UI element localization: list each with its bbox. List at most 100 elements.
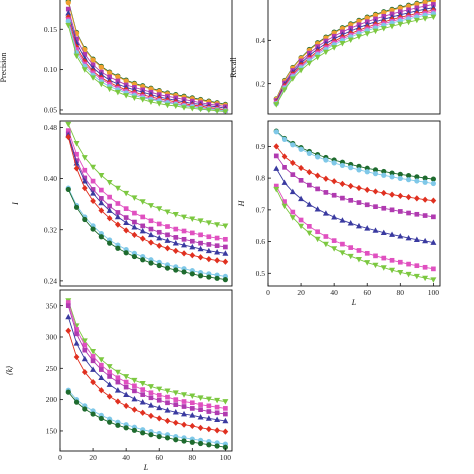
- data-point: [98, 71, 105, 77]
- data-point: [90, 358, 96, 364]
- data-point: [189, 243, 196, 250]
- data-point: [281, 153, 288, 160]
- data-point: [413, 273, 420, 280]
- data-point: [156, 101, 163, 107]
- data-point: [198, 402, 203, 407]
- data-point: [289, 188, 296, 195]
- x-tick-label: 0: [58, 453, 62, 462]
- data-point: [355, 257, 362, 263]
- data-point: [222, 223, 229, 230]
- data-point: [115, 74, 121, 80]
- series-4: [65, 131, 229, 256]
- data-point: [99, 196, 104, 201]
- data-point: [82, 51, 88, 57]
- data-point: [281, 87, 288, 93]
- data-point: [431, 266, 436, 272]
- data-point: [189, 106, 196, 112]
- y-tick-label: 0.48: [44, 123, 57, 132]
- data-point: [156, 415, 163, 422]
- data-point: [90, 75, 97, 81]
- series-2: [65, 128, 228, 242]
- data-point: [290, 209, 296, 215]
- data-point: [139, 227, 146, 234]
- data-point: [206, 409, 212, 414]
- plot-area: [65, 121, 229, 283]
- data-point: [397, 233, 404, 239]
- data-point: [148, 226, 154, 232]
- data-point: [223, 244, 228, 250]
- data-point: [164, 407, 171, 413]
- series-5: [65, 327, 229, 435]
- data-point: [413, 236, 420, 243]
- series-7: [65, 186, 228, 283]
- data-point: [82, 216, 88, 223]
- data-point: [65, 186, 71, 193]
- data-point: [197, 218, 204, 224]
- data-point: [74, 327, 79, 332]
- x-tick-label: 100: [428, 288, 440, 297]
- y-tick-label: 0.9: [256, 142, 266, 151]
- data-point: [147, 203, 154, 209]
- plot-area: [273, 128, 437, 283]
- data-point: [81, 67, 88, 73]
- data-point: [364, 186, 371, 193]
- data-point: [82, 175, 88, 181]
- data-point: [115, 375, 121, 381]
- data-point: [173, 402, 179, 407]
- data-point: [364, 169, 370, 175]
- data-point: [173, 235, 179, 240]
- y-axis-label: ⟨k⟩: [5, 366, 14, 376]
- series-6: [273, 183, 436, 272]
- data-point: [165, 394, 170, 400]
- data-point: [131, 231, 138, 238]
- data-point: [405, 234, 412, 241]
- data-point: [164, 245, 171, 252]
- data-point: [139, 381, 146, 387]
- data-point: [430, 197, 437, 204]
- data-point: [156, 242, 163, 249]
- data-point: [364, 15, 370, 21]
- data-point: [389, 231, 396, 237]
- data-point: [355, 34, 362, 40]
- data-point: [397, 175, 403, 182]
- y-tick-label: 0.05: [44, 106, 57, 115]
- data-point: [430, 239, 437, 245]
- data-point: [206, 234, 212, 240]
- data-point: [422, 237, 429, 244]
- series-line: [67, 130, 226, 240]
- y-tick-label: 0.24: [44, 276, 57, 285]
- data-point: [405, 271, 412, 278]
- data-point: [181, 410, 188, 417]
- data-point: [73, 353, 80, 361]
- data-point: [405, 172, 412, 179]
- data-point: [339, 217, 346, 223]
- data-point: [140, 430, 146, 436]
- data-point: [397, 209, 403, 214]
- data-point: [107, 374, 112, 379]
- data-point: [98, 199, 105, 206]
- data-point: [340, 241, 345, 247]
- data-point: [123, 227, 130, 234]
- series-7: [273, 186, 437, 283]
- data-point: [81, 155, 88, 161]
- data-point: [106, 86, 113, 93]
- data-point: [65, 121, 72, 128]
- data-point: [98, 173, 105, 179]
- data-point: [74, 331, 79, 337]
- data-point: [98, 234, 104, 240]
- data-point: [197, 245, 204, 252]
- data-point: [323, 175, 329, 182]
- series-2: [65, 0, 228, 108]
- data-point: [381, 168, 387, 175]
- series-2: [273, 129, 436, 187]
- data-point: [356, 200, 362, 205]
- y-tick-label: 0.7: [256, 205, 266, 214]
- data-point: [206, 403, 212, 409]
- data-point: [205, 247, 212, 254]
- y-tick-label: 250: [46, 364, 58, 373]
- panel-precision: 0.05 0.10 0.15 Precision: [0, 0, 233, 115]
- data-point: [131, 406, 138, 413]
- data-point: [165, 400, 170, 406]
- data-point: [214, 404, 220, 410]
- data-point: [148, 432, 154, 438]
